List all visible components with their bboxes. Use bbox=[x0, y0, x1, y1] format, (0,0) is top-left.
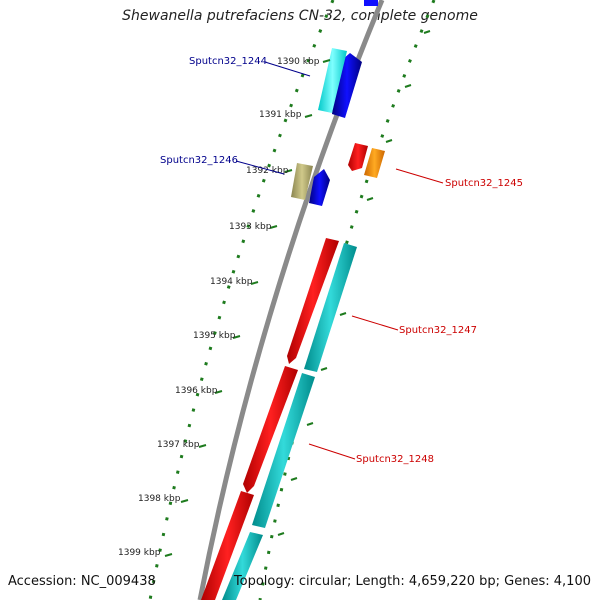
gene-label-1248: Sputcn32_1248 bbox=[356, 454, 434, 465]
gene-sputcn32-1248 bbox=[243, 366, 298, 493]
gene-aqua-1244 bbox=[318, 48, 347, 113]
kbp-label-1398: 1398 kbp bbox=[138, 494, 181, 504]
gene-teal-1247 bbox=[304, 243, 357, 372]
accession-text: Accession: NC_009438 bbox=[8, 574, 156, 589]
gene-teal-1248 bbox=[252, 373, 315, 528]
map-title: Shewanella putrefaciens CN-32, complete … bbox=[122, 8, 478, 24]
leader-1248 bbox=[308, 443, 356, 460]
gene-sputcn32-1247 bbox=[287, 238, 339, 364]
kbp-tick-marks bbox=[164, 59, 331, 557]
gene-teal-bottom bbox=[222, 532, 263, 600]
gene-red-bottom bbox=[201, 491, 254, 600]
gene-orange-1245 bbox=[364, 148, 385, 178]
kbp-label-1399: 1399 kbp bbox=[118, 548, 161, 558]
gene-olive-1246 bbox=[291, 163, 313, 200]
kbp-label-1393: 1393 kbp bbox=[229, 222, 272, 232]
leader-1245 bbox=[395, 168, 444, 184]
gene-sputcn32-1245 bbox=[348, 143, 368, 171]
gene-label-1246: Sputcn32_1246 bbox=[160, 155, 238, 166]
kbp-label-1397: 1397 kbp bbox=[157, 440, 200, 450]
gene-label-1247: Sputcn32_1247 bbox=[399, 325, 477, 336]
gene-label-1244: Sputcn32_1244 bbox=[189, 56, 267, 67]
gene-sputcn32-1246 bbox=[309, 169, 330, 206]
leader-1244 bbox=[264, 61, 311, 77]
leader-1247 bbox=[351, 315, 399, 331]
leader-1246 bbox=[235, 160, 285, 175]
kbp-label-1394: 1394 kbp bbox=[210, 277, 253, 287]
kbp-label-1395: 1395 kbp bbox=[193, 331, 236, 341]
gene-partial-top bbox=[364, 0, 378, 6]
outer-tick-marks bbox=[277, 30, 431, 536]
kbp-label-1392: 1392 kbp bbox=[246, 166, 289, 176]
gene-label-1245: Sputcn32_1245 bbox=[445, 178, 523, 189]
kbp-label-1391: 1391 kbp bbox=[259, 110, 302, 120]
kbp-label-1390: 1390 kbp bbox=[277, 57, 320, 67]
genome-backbone bbox=[197, 0, 385, 600]
genome-summary-text: Topology: circular; Length: 4,659,220 bp… bbox=[233, 574, 591, 589]
kbp-label-1396: 1396 kbp bbox=[175, 386, 218, 396]
